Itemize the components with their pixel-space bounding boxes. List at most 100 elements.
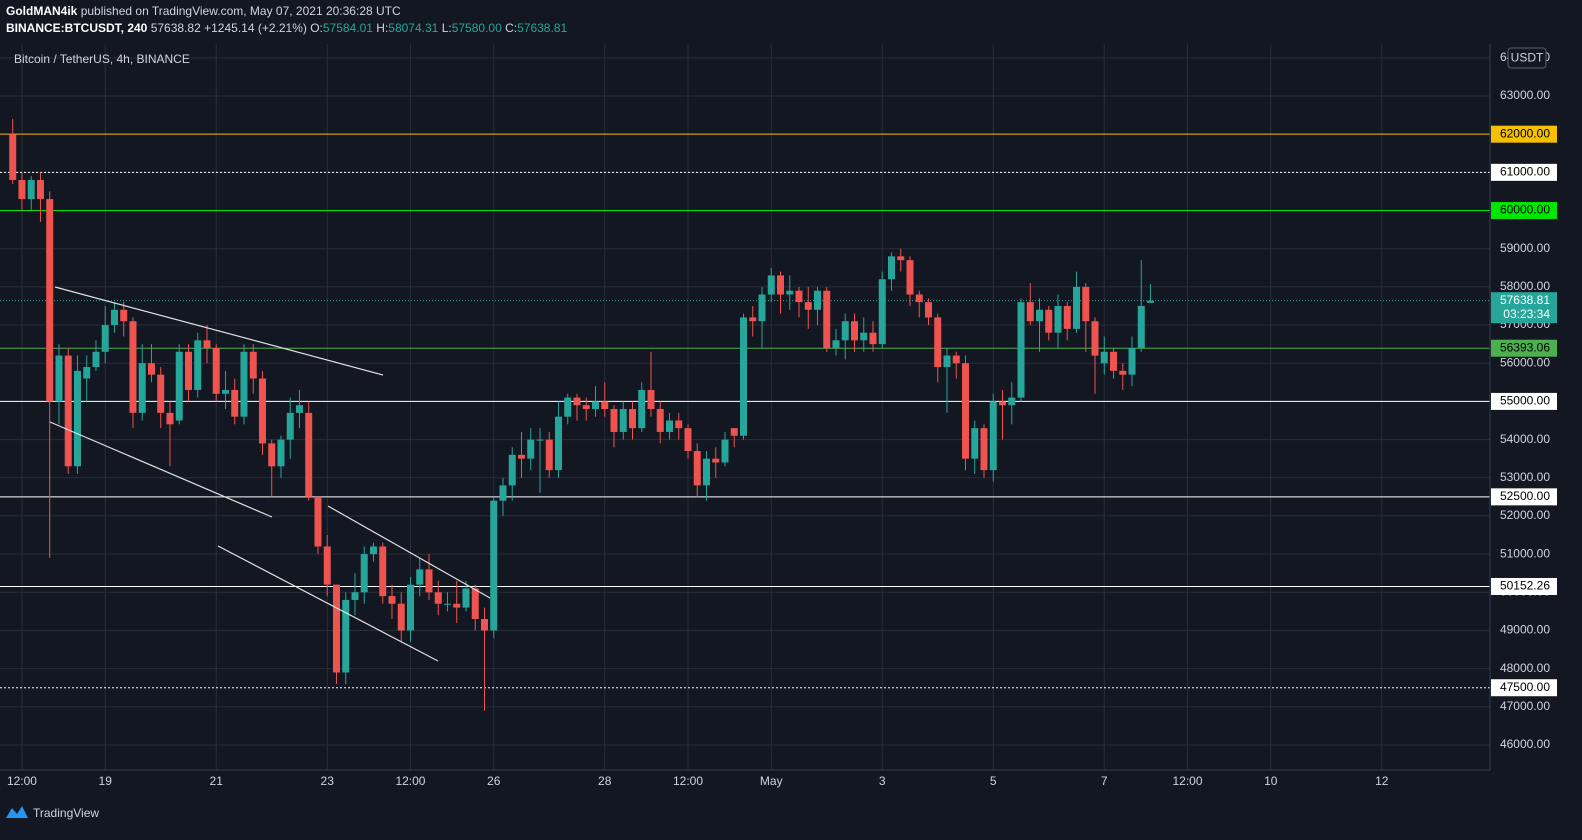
ohlc-key: L: — [442, 21, 452, 35]
candle-body — [591, 401, 599, 410]
last: 57638.82 — [151, 21, 201, 35]
y-tick-label: 58000.00 — [1500, 279, 1550, 293]
price-label-box — [1491, 125, 1557, 143]
candle-body — [897, 256, 905, 261]
candle-body — [73, 370, 81, 467]
candle-body — [379, 546, 387, 597]
candle-body — [693, 451, 701, 486]
footer — [0, 800, 1582, 840]
ohlc-value: 57584.01 — [323, 21, 373, 35]
candle-body — [675, 420, 683, 429]
candle-body — [1110, 351, 1118, 371]
candle-body — [1008, 397, 1016, 406]
x-tick-label: 12 — [1375, 774, 1389, 788]
candle-body — [83, 367, 91, 379]
candle-body — [147, 363, 155, 375]
candle-body — [980, 428, 988, 471]
candle-body — [453, 603, 461, 608]
logo — [6, 806, 28, 818]
candle-body — [203, 340, 211, 348]
candle-body — [268, 443, 276, 467]
candle-body — [841, 321, 849, 341]
candle-body — [1026, 302, 1034, 322]
candle-body — [610, 409, 618, 432]
x-tick-label: May — [760, 774, 783, 788]
candle-body — [388, 596, 396, 604]
candle-body — [101, 325, 109, 352]
candle-body — [425, 569, 433, 593]
countdown: 03:23:34 — [1503, 307, 1550, 321]
candle-body — [175, 351, 183, 421]
candle-body — [656, 409, 664, 432]
candle-body — [184, 351, 192, 390]
candle-body — [536, 439, 544, 441]
candle-body — [758, 294, 766, 322]
candle-body — [915, 294, 923, 303]
candle-body — [231, 389, 239, 417]
candle-body — [989, 401, 997, 471]
candle-body — [1054, 305, 1062, 333]
candle-body — [406, 584, 414, 631]
author: GoldMAN4ik — [6, 4, 78, 18]
candle-body — [545, 439, 553, 471]
candle-body — [295, 405, 303, 413]
currency-badge[interactable] — [1507, 47, 1547, 69]
chart-title: Bitcoin / TetherUS, 4h, BINANCE — [14, 52, 190, 66]
candle-body — [46, 199, 54, 402]
candle-body — [823, 290, 831, 348]
y-tick-label: 52000.00 — [1500, 508, 1550, 522]
price-label: 50152.26 — [1500, 579, 1550, 593]
candle-body — [564, 397, 572, 417]
candle-body — [1147, 300, 1155, 303]
candle-body — [342, 599, 350, 673]
candle-body — [18, 179, 26, 200]
price-label-box — [1491, 202, 1557, 220]
candle-body — [443, 603, 451, 605]
y-tick-label: 46000.00 — [1500, 737, 1550, 751]
candle-body — [499, 485, 507, 501]
candle-body — [869, 332, 877, 345]
ohlc-key: H: — [376, 21, 388, 35]
candle-body — [1017, 302, 1025, 398]
trend-lines — [49, 286, 491, 662]
candle-body — [110, 309, 118, 326]
change: +1245.14 (+2.21%) — [204, 21, 307, 35]
price-label-box — [1491, 679, 1557, 697]
candle-body — [249, 351, 257, 379]
price-label: 61000.00 — [1500, 165, 1550, 179]
candle-body — [786, 290, 794, 295]
candle-body — [129, 321, 137, 413]
y-tick-label: 56000.00 — [1500, 355, 1550, 369]
candle-body — [212, 347, 220, 394]
last-price-box — [1491, 292, 1557, 324]
ohlc-key: C: — [505, 21, 517, 35]
x-tick-label: 12:00 — [673, 774, 703, 788]
candle-body — [906, 260, 914, 295]
x-tick-label: 10 — [1264, 774, 1278, 788]
price-label-box — [1491, 488, 1557, 506]
ohlc-value: 58074.31 — [388, 21, 438, 35]
candle-body — [240, 351, 248, 417]
candle-body — [952, 355, 960, 364]
candle-body — [1063, 305, 1071, 329]
y-tick-label: 63000.00 — [1500, 88, 1550, 102]
price-label-box — [1491, 392, 1557, 410]
ohlc-value: 57580.00 — [452, 21, 502, 35]
candle-body — [434, 592, 442, 604]
candle-body — [1082, 286, 1090, 322]
candle-body — [323, 546, 331, 585]
candle-body — [730, 428, 738, 436]
header-line-1: GoldMAN4ik published on TradingView.com,… — [6, 4, 401, 18]
price-label: 60000.00 — [1500, 203, 1550, 217]
candle-body — [628, 409, 636, 429]
candle-body — [55, 355, 63, 402]
candle-body — [1119, 370, 1127, 375]
candle-body — [878, 279, 886, 345]
candle-body — [619, 409, 627, 432]
candle-body — [1100, 351, 1108, 364]
x-tick-label: 28 — [598, 774, 612, 788]
candle-body — [749, 317, 757, 322]
candle-body — [1073, 286, 1081, 329]
